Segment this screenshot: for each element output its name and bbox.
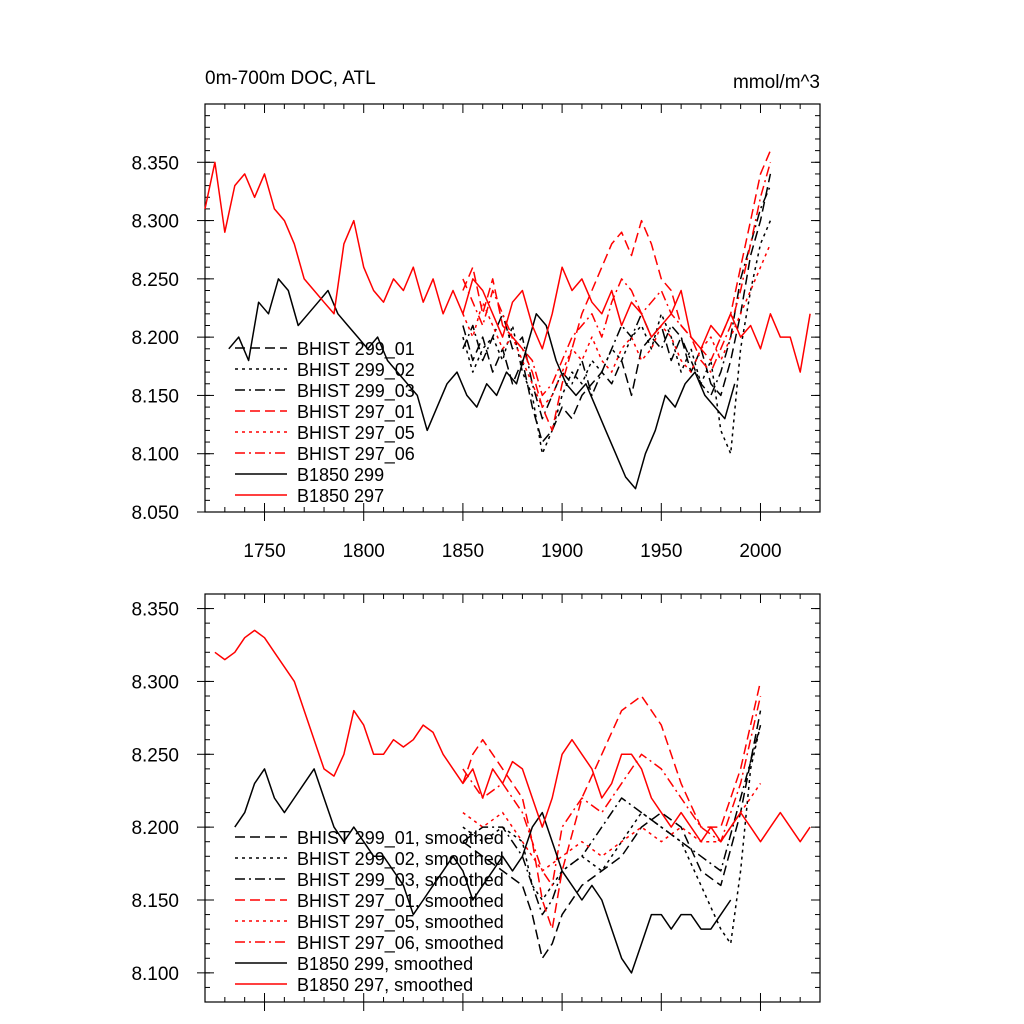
legend-label: B1850 299, smoothed [297,954,473,974]
legend-label: B1850 297, smoothed [297,975,473,995]
bottom-panel: 8.100 8.150 8.200 8.250 8.300 8.350 BHIST 299… [131,593,821,1011]
y-tick-label: 8.350 [131,600,179,621]
series-line [462,724,762,916]
series-line [462,695,762,887]
series-line [228,278,736,490]
series-line [462,220,772,455]
legend-label: BHIST 297_06 [297,444,415,465]
bottom-ticks: 8.100 8.150 8.200 8.250 8.300 8.350 [131,593,821,1011]
y-tick-label: 8.150 [131,386,179,407]
x-tick-label: 1900 [541,541,583,562]
x-tick-label: 1800 [343,541,385,562]
top-panel: 0m-700m DOC, ATL mmol/m^3 1750 1800 1850 19… [131,68,821,562]
legend-label: BHIST 299_03, smoothed [297,870,504,891]
top-series-lines [204,150,811,490]
y-tick-label: 8.050 [131,503,179,524]
x-tick-label: 2000 [739,541,781,562]
series-line [204,161,811,373]
series-line [214,629,811,843]
legend-label: BHIST 299_01 [297,339,415,360]
legend-label: BHIST 297_05, smoothed [297,912,504,933]
series-line [462,681,762,930]
legend-label: BHIST 297_01, smoothed [297,891,504,912]
series-line [462,162,772,397]
legend-label: BHIST 299_01, smoothed [297,828,504,849]
legend-label: BHIST 297_01 [297,402,415,423]
top-chart-units: mmol/m^3 [733,72,820,93]
x-tick-label: 1950 [640,541,682,562]
y-tick-label: 8.200 [131,328,179,349]
y-tick-label: 8.250 [131,270,179,291]
y-tick-label: 8.200 [131,818,179,839]
legend-label: B1850 299 [297,465,384,485]
legend-label: B1850 297 [297,486,384,506]
top-ticks: 1750 1800 1850 1900 1950 2000 8.050 8.100 8.150 8… [131,103,821,562]
top-plot-frame [204,103,821,513]
legend-label: BHIST 299_02, smoothed [297,849,504,870]
x-tick-label: 1750 [243,541,285,562]
series-line [462,243,772,408]
y-tick-label: 8.150 [131,891,179,912]
top-chart-title: 0m-700m DOC, ATL [205,68,376,89]
bottom-series-lines [214,629,811,974]
series-line [234,768,732,974]
y-tick-label: 8.100 [131,964,179,985]
legend-label: BHIST 299_02 [297,360,415,381]
legend-label: BHIST 297_06, smoothed [297,933,504,954]
y-tick-label: 8.350 [131,153,179,174]
y-tick-label: 8.300 [131,672,179,693]
x-tick-label: 1850 [442,541,484,562]
series-line [462,782,762,872]
y-tick-label: 8.100 [131,445,179,466]
y-tick-label: 8.300 [131,212,179,233]
series-line [462,710,762,960]
series-line [462,185,772,420]
series-line [462,724,762,945]
legend-label: BHIST 299_03 [297,381,415,402]
y-tick-label: 8.250 [131,745,179,766]
series-line [462,173,772,443]
legend-label: BHIST 297_05 [297,423,415,444]
